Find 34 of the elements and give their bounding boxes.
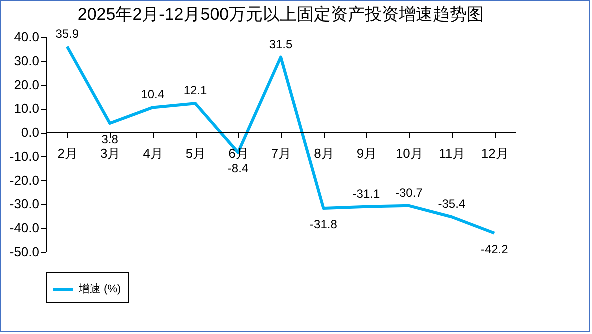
data-label: -31.1: [352, 186, 380, 201]
y-tick-label: -20.0: [10, 172, 40, 188]
data-label: -31.8: [310, 218, 338, 232]
data-label: 35.9: [56, 26, 80, 41]
data-label: 12.1: [184, 84, 208, 98]
x-tick-label: 5月: [186, 146, 206, 162]
y-tick-label: 10.0: [14, 101, 40, 116]
y-tick-label: -50.0: [10, 244, 40, 260]
data-label: 3.8: [102, 132, 119, 146]
x-tick-label: 8月: [314, 146, 334, 162]
y-tick-label: 0.0: [21, 125, 40, 140]
data-label: -35.4: [438, 197, 466, 212]
x-tick-label: 2月: [58, 146, 78, 162]
x-tick-label: 11月: [439, 146, 466, 162]
x-tick-label: 12月: [481, 146, 509, 162]
x-tick-label: 9月: [356, 146, 378, 162]
y-tick-label: 30.0: [14, 53, 40, 68]
y-tick-label: -30.0: [10, 196, 40, 212]
x-tick-label: 3月: [100, 146, 121, 162]
x-tick-label: 4月: [143, 146, 164, 162]
y-tick-label: 20.0: [14, 77, 40, 92]
data-label: -30.7: [396, 186, 424, 200]
chart-title: 2025年2月-12月500万元以上固定资产投资增速趋势图: [78, 4, 484, 24]
data-label: -8.4: [228, 162, 249, 176]
y-tick-label: -10.0: [10, 148, 40, 164]
x-tick-label: 7月: [271, 146, 292, 162]
y-tick-label: -40.0: [10, 220, 40, 236]
data-label: 31.5: [269, 37, 293, 52]
data-label: 10.4: [141, 88, 165, 102]
x-tick-label: 6月: [228, 146, 249, 162]
x-tick-label: 10月: [396, 146, 424, 162]
legend-label: 增速 (%): [78, 282, 122, 296]
y-tick-label: 40.0: [14, 30, 40, 44]
data-label: -42.2: [480, 242, 509, 256]
